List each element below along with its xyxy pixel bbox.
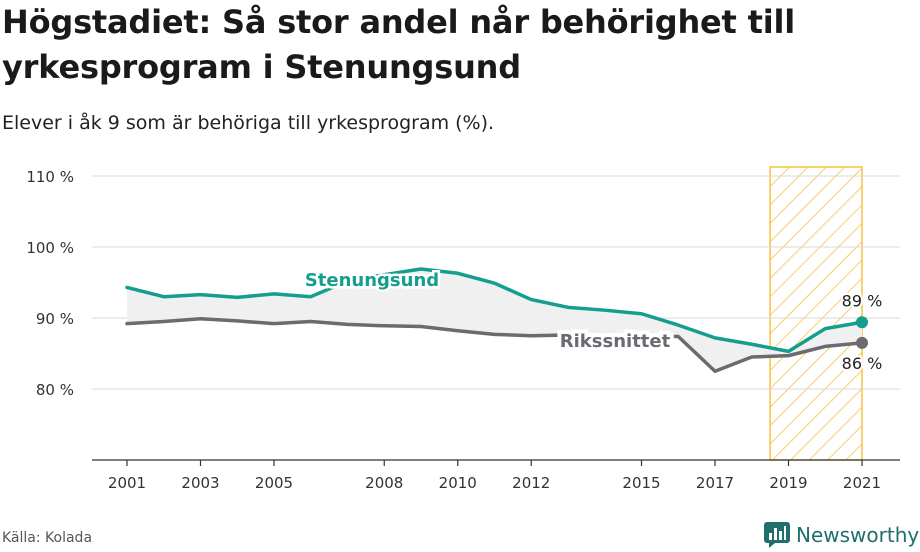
series-label-stenungsund: Stenungsund	[305, 270, 439, 291]
newsworthy-chart-icon	[764, 522, 790, 548]
x-tick-label: 2012	[512, 474, 550, 492]
x-tick-label: 2010	[439, 474, 477, 492]
series-gap-fill	[127, 269, 862, 372]
brand-name: Newsworthy	[796, 523, 920, 547]
stenungsund-line	[125, 267, 864, 354]
chart-title: Högstadiet: Så stor andel når behörighet…	[2, 3, 796, 86]
x-tick-label: 2003	[181, 474, 219, 492]
x-tick-label: 2015	[622, 474, 660, 492]
chart-subtitle: Elever i åk 9 som är behöriga till yrkes…	[2, 112, 495, 134]
y-tick-label: 110 %	[26, 168, 74, 186]
x-tick-label: 2021	[843, 474, 881, 492]
newsworthy-logo: Newsworthy	[764, 520, 919, 550]
end-label-rikssnittet: 86 %	[842, 354, 883, 373]
x-tick-label: 2019	[769, 474, 807, 492]
y-tick-label: 80 %	[36, 381, 74, 399]
rikssnittet-end-point	[856, 336, 868, 349]
x-tick-label: 2001	[108, 474, 146, 492]
series-label-rikssnittet: Rikssnittet	[560, 331, 671, 352]
stenungsund-end-point	[856, 316, 868, 329]
y-tick-label: 90 %	[36, 310, 74, 328]
x-tick-label: 2005	[255, 474, 293, 492]
y-tick-label: 100 %	[26, 239, 74, 257]
end-label-stenungsund: 89 %	[842, 291, 883, 310]
x-tick-label: 2008	[365, 474, 403, 492]
source-note: Källa: Kolada	[2, 530, 93, 546]
rikssnittet-line	[125, 316, 864, 373]
x-tick-label: 2017	[696, 474, 734, 492]
highlight-band-hatch	[770, 167, 862, 460]
